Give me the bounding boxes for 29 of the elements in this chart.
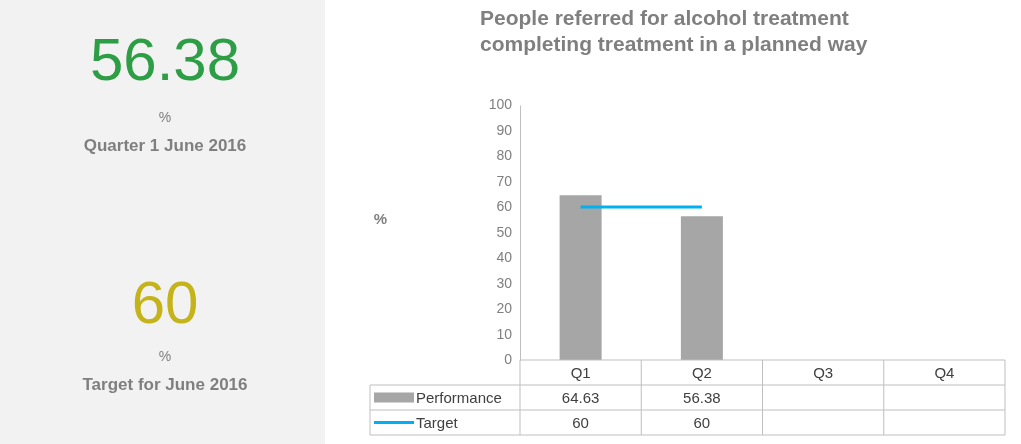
y-tick-label: 0 [504,351,513,367]
y-tick-label: 60 [496,198,513,214]
y-tick-label: 10 [496,325,513,342]
x-tick-label: Q1 [570,363,591,381]
y-tick-label: 70 [496,172,513,189]
y-tick-label: 50 [496,223,513,240]
data-label: 56.38 [683,388,721,406]
text: % [158,348,172,364]
y-tick-label: 40 [496,249,513,265]
text: Target for June 2016 [82,375,248,394]
legend-label: Performance [416,388,502,406]
y-tick-label: 80 [496,147,513,163]
y-tick-label: 30 [496,274,513,291]
text: 56.38 [89,26,241,93]
x-tick-label: Q3 [813,363,834,381]
text: % [158,109,172,125]
data-label: 60 [572,413,589,431]
x-tick-label: Q2 [691,363,712,381]
text: 60 [131,269,199,336]
data-label: 60 [693,413,711,431]
x-tick-label: Q4 [934,363,955,381]
y-tick-label: 100 [488,96,513,112]
y-tick-label: 90 [496,121,513,138]
y-tick-label: 20 [496,300,513,316]
legend-label: Target [416,413,459,431]
data-label: 64.63 [561,388,600,406]
chart-title: People referred for alcohol treatment completing treatment in a planned way [480,6,868,55]
y-axis-title: % [373,209,388,227]
text: Quarter 1 June 2016 [83,136,247,155]
